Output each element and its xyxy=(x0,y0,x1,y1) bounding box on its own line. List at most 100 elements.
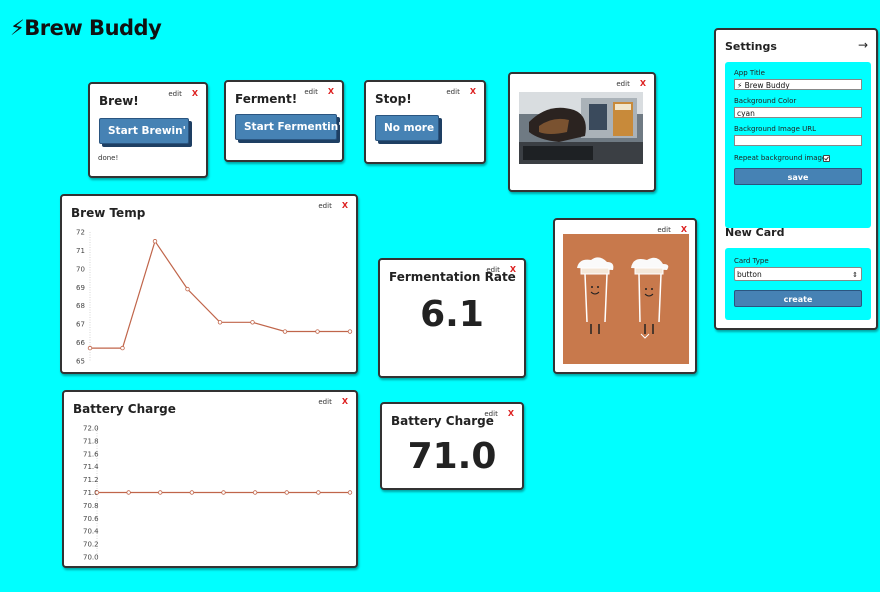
data-point xyxy=(217,320,223,325)
data-point xyxy=(284,490,289,495)
app-title: ⚡Brew Buddy xyxy=(10,16,162,40)
edit-link[interactable]: edit xyxy=(168,89,182,98)
stop-card: edit X Stop! No more xyxy=(364,80,486,164)
brewing-photo xyxy=(519,92,643,164)
data-point xyxy=(87,345,93,351)
close-card-button[interactable]: X xyxy=(341,201,348,210)
edit-link[interactable]: edit xyxy=(318,397,332,406)
repeat-background-checkbox[interactable] xyxy=(823,155,830,162)
card-type-label: Card Type xyxy=(734,257,769,265)
card-title: Fermentation Rate xyxy=(389,270,516,284)
background-image-input[interactable] xyxy=(734,135,862,146)
data-point xyxy=(185,286,190,292)
edit-link[interactable]: edit xyxy=(446,87,460,96)
y-tick-label: 72.0 xyxy=(83,425,99,433)
data-point xyxy=(189,490,195,495)
y-tick-label: 70.4 xyxy=(83,528,99,536)
app-title-input[interactable]: ⚡ Brew Buddy xyxy=(734,79,862,90)
y-tick-label: 71.6 xyxy=(83,450,99,458)
card-title: Brew! xyxy=(99,94,139,108)
close-card-button[interactable]: X xyxy=(469,87,476,96)
data-point xyxy=(126,490,131,495)
close-card-button[interactable]: X xyxy=(509,265,516,274)
y-tick-label: 65 xyxy=(76,358,85,366)
close-panel-arrow-icon[interactable]: → xyxy=(857,38,868,52)
new-card-title: New Card xyxy=(725,226,785,239)
ferment-card: edit X Ferment! Start Fermentin' xyxy=(224,80,344,162)
battery-charge-value: 71.0 xyxy=(407,436,497,477)
card-type-select[interactable]: button ⇕ xyxy=(734,267,862,281)
data-point xyxy=(347,329,353,334)
repeat-background-label: Repeat background image? xyxy=(734,154,831,162)
data-point xyxy=(316,490,321,495)
settings-form: App Title ⚡ Brew Buddy Background Color … xyxy=(725,62,871,228)
fermentation-rate-value: 6.1 xyxy=(420,294,484,335)
edit-link[interactable]: edit xyxy=(616,79,630,88)
check-icon xyxy=(824,156,829,161)
background-image-label: Background Image URL xyxy=(734,125,817,133)
edit-link[interactable]: edit xyxy=(318,201,332,210)
status-note: done! xyxy=(98,154,119,162)
edit-link[interactable]: edit xyxy=(486,265,500,274)
close-card-button[interactable]: X xyxy=(507,409,514,418)
brew-temp-chart: 72 71 70 69 68 67 66 65 xyxy=(76,229,353,366)
data-point xyxy=(221,490,226,495)
settings-panel: Settings → App Title ⚡ Brew Buddy Backgr… xyxy=(714,28,878,330)
data-point xyxy=(158,490,163,495)
data-point xyxy=(94,490,100,495)
y-tick-label: 70.2 xyxy=(83,541,99,549)
close-card-button[interactable]: X xyxy=(639,79,646,88)
y-tick-label: 69 xyxy=(76,284,85,292)
new-card-form: Card Type button ⇕ create xyxy=(725,248,871,320)
close-card-button[interactable]: X xyxy=(341,397,348,406)
y-tick-label: 71 xyxy=(76,247,85,255)
y-tick-label: 71.4 xyxy=(83,463,99,471)
settings-title: Settings xyxy=(725,40,777,53)
card-title: Battery Charge xyxy=(391,414,494,428)
y-tick-label: 66 xyxy=(76,339,85,347)
card-title: Stop! xyxy=(375,92,412,106)
y-tick-label: 70.6 xyxy=(83,515,99,523)
data-point xyxy=(347,490,353,495)
y-tick-label: 71.0 xyxy=(83,489,99,497)
image-card: edit X xyxy=(508,72,656,192)
card-type-value: button xyxy=(737,270,762,279)
data-point xyxy=(250,320,255,325)
close-card-button[interactable]: X xyxy=(680,225,687,234)
edit-link[interactable]: edit xyxy=(484,409,498,418)
start-fermentin-button[interactable]: Start Fermentin' xyxy=(235,114,341,140)
y-tick-label: 72 xyxy=(76,229,85,237)
select-arrows-icon: ⇕ xyxy=(852,271,858,279)
y-tick-label: 71.8 xyxy=(83,437,99,445)
beer-mugs-illustration xyxy=(563,234,689,364)
battery-chart-card: edit X Battery Charge 72.0 71.8 71.6 71.4 71… xyxy=(62,390,358,568)
close-card-button[interactable]: X xyxy=(191,89,198,98)
battery-value-card: edit X Battery Charge 71.0 xyxy=(380,402,524,490)
edit-link[interactable]: edit xyxy=(304,87,318,96)
chart-title: Brew Temp xyxy=(71,206,146,220)
data-point xyxy=(282,329,288,334)
y-tick-label: 70 xyxy=(76,265,85,273)
card-title: Ferment! xyxy=(235,92,298,106)
battery-chart: 72.0 71.8 71.6 71.4 71.2 71.0 70.8 70.6 70.4 70.2… xyxy=(83,425,353,562)
series-line xyxy=(90,239,350,349)
y-tick-label: 70.8 xyxy=(83,502,99,510)
fermentation-rate-card: edit X Fermentation Rate 6.1 xyxy=(378,258,526,378)
y-tick-label: 70.0 xyxy=(83,554,99,562)
data-point xyxy=(152,239,158,244)
save-button[interactable]: save xyxy=(734,168,862,185)
data-point xyxy=(120,345,125,351)
start-brewin-button[interactable]: Start Brewin' xyxy=(99,118,189,144)
close-card-button[interactable]: X xyxy=(327,87,334,96)
cartoon-card: edit X xyxy=(553,218,697,374)
y-tick-label: 67 xyxy=(76,321,85,329)
data-point xyxy=(315,329,320,334)
edit-link[interactable]: edit xyxy=(657,225,671,234)
data-point xyxy=(252,490,258,495)
app-title-label: App Title xyxy=(734,69,765,77)
create-button[interactable]: create xyxy=(734,290,862,307)
no-more-button[interactable]: No more xyxy=(375,115,439,141)
y-tick-label: 68 xyxy=(76,302,85,310)
brew-temp-card: edit X Brew Temp 72 71 70 69 68 67 66 65 xyxy=(60,194,358,374)
background-color-input[interactable]: cyan xyxy=(734,107,862,118)
